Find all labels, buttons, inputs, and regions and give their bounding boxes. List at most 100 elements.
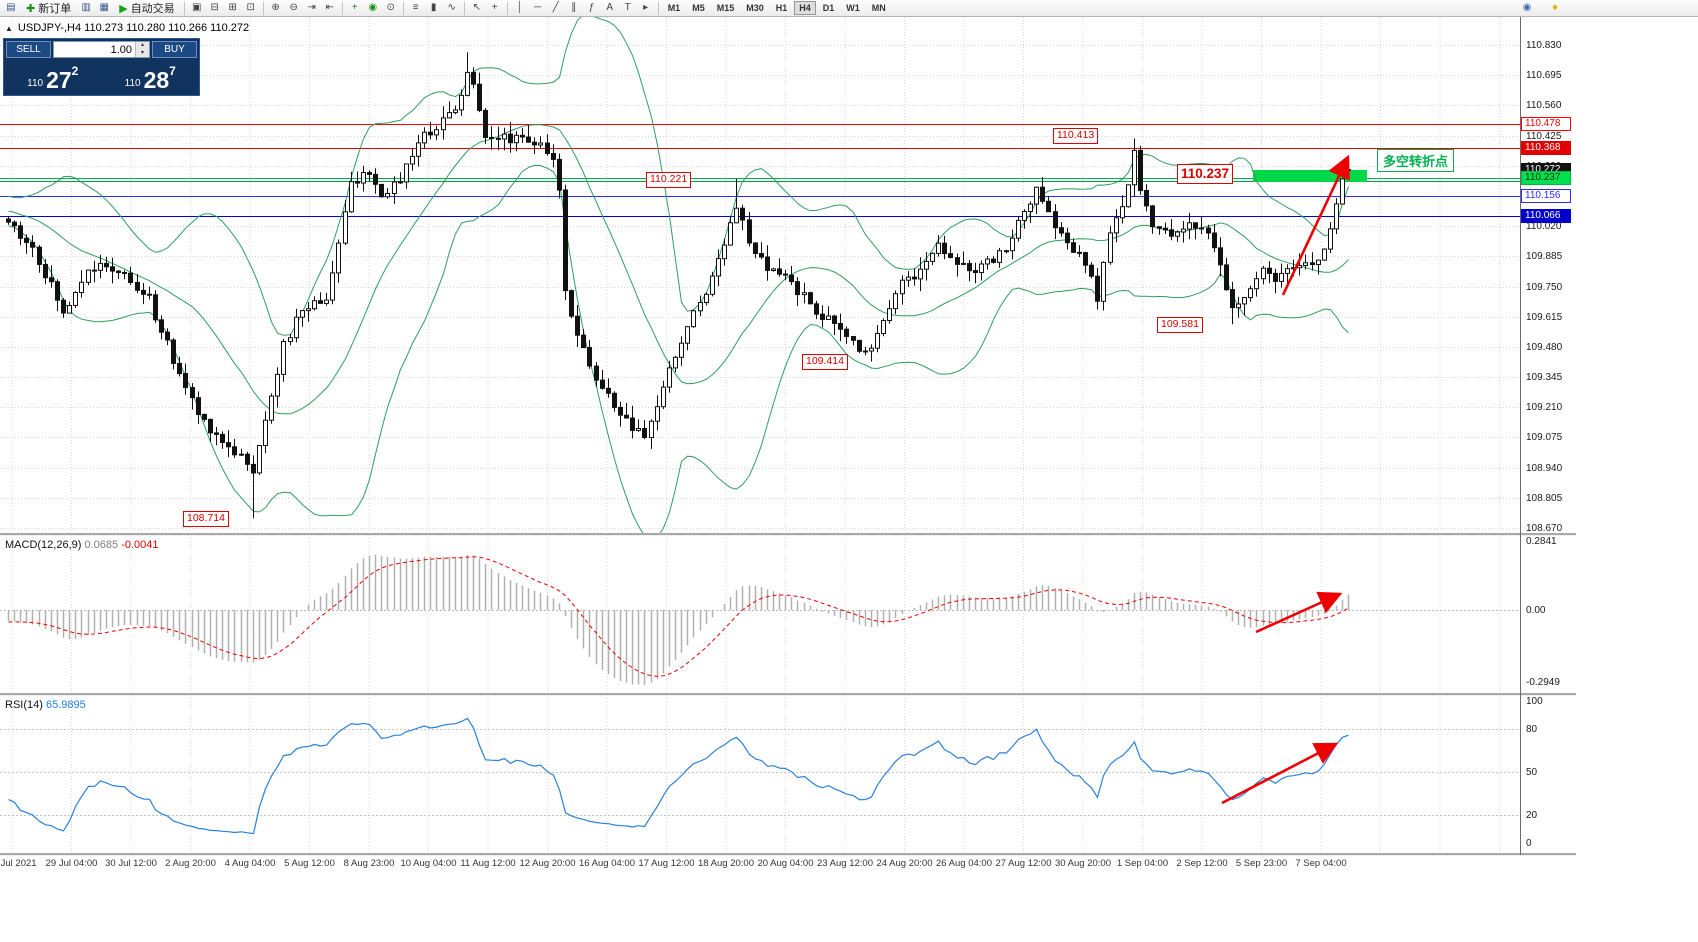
toolbar-separator xyxy=(341,1,343,15)
price-tick-label: 109.480 xyxy=(1526,341,1563,353)
buy-price[interactable]: 110 28 7 xyxy=(102,59,200,95)
time-axis-label: 5 Sep 23:00 xyxy=(1235,858,1288,869)
rsi-axis-label: 100 xyxy=(1526,696,1543,707)
autotrade-button[interactable]: ▶ 自动交易 xyxy=(113,1,180,16)
volume-down-button[interactable]: ▾ xyxy=(136,49,149,57)
charts-icon-button[interactable]: ▤ xyxy=(2,1,20,16)
new-order-icon-button[interactable]: + xyxy=(346,1,364,16)
time-axis-label: 12 Aug 20:00 xyxy=(519,858,576,869)
auto-scroll-icon: ⇥ xyxy=(307,2,316,13)
tile-horizontally-button[interactable]: ⊟ xyxy=(206,1,224,16)
new-order-icon: ✚ xyxy=(26,2,36,15)
timeframe-w1-button[interactable]: W1 xyxy=(841,1,865,15)
price-axis-tag: 110.237 xyxy=(1521,170,1571,185)
sell-price[interactable]: 110 27 2 xyxy=(4,59,102,95)
volume-up-button[interactable]: ▴ xyxy=(136,42,149,50)
price-tick-label: 108.670 xyxy=(1526,523,1563,534)
price-tick-label: 108.940 xyxy=(1526,462,1563,474)
text-button[interactable]: A xyxy=(601,1,619,16)
timeframe-m1-button[interactable]: M1 xyxy=(663,1,686,15)
price-annotation-label[interactable]: 109.581 xyxy=(1157,317,1203,333)
price-annotation-label[interactable]: 110.221 xyxy=(646,172,692,188)
arrows-button[interactable]: ▸ xyxy=(637,1,655,16)
one-click-collapse-icon[interactable]: ▲ xyxy=(5,23,13,33)
panel-splitter[interactable] xyxy=(0,853,1576,856)
price-tick-label: 110.695 xyxy=(1526,70,1562,82)
time-axis-label: 24 Aug 20:00 xyxy=(876,858,933,869)
navigator-icon-button[interactable]: ▥ xyxy=(77,1,95,16)
zoom-out-button[interactable]: ⊖ xyxy=(285,1,303,16)
text-label-icon: T xyxy=(624,2,631,13)
timeframe-h4-button[interactable]: H4 xyxy=(794,1,816,15)
line-chart-button[interactable]: ∿ xyxy=(443,1,461,16)
periods-icon: ⊙ xyxy=(386,2,395,13)
timeframe-m30-button[interactable]: M30 xyxy=(741,1,769,15)
panel-splitter[interactable] xyxy=(0,693,1576,696)
main-toolbar: ▤ ✚ 新订单 ▥ ▦ ▶ 自动交易 ▣ ⊟ ⊞ ⊡ ⊕ ⊖ ⇥ ⇤ + ◉ ⊙ ≡ ▮ ∿ ↖ + │ ─ ╱ ∥ ƒ A T ▸ M1 M5… xyxy=(0,0,1698,17)
volume-input[interactable] xyxy=(54,42,135,57)
candlestick-chart-button[interactable]: ▮ xyxy=(425,1,443,16)
rsi-indicator-panel[interactable] xyxy=(0,695,1520,853)
timeframe-mn-button[interactable]: MN xyxy=(867,1,891,15)
price-axis-tag: 110.156 xyxy=(1521,188,1571,203)
time-axis-label: 2 Sep 12:00 xyxy=(1176,858,1228,869)
indicators-button[interactable]: ◉ xyxy=(364,1,382,16)
timeframe-h1-button[interactable]: H1 xyxy=(771,1,793,15)
one-click-trading-panel: SELL ▴ ▾ BUY 110 27 2 110 28 7 xyxy=(3,38,200,96)
cursor-button[interactable]: ↖ xyxy=(468,1,486,16)
text-label-button[interactable]: T xyxy=(619,1,637,16)
market-watch-icon-button[interactable]: ▦ xyxy=(95,1,113,16)
zoom-out-icon: ⊖ xyxy=(289,2,298,13)
zoom-in-icon: ⊕ xyxy=(271,2,280,13)
buy-button[interactable]: BUY xyxy=(152,41,197,58)
tile-vertically-button[interactable]: ⊞ xyxy=(224,1,242,16)
crosshair-icon: + xyxy=(491,2,498,13)
price-annotation-label[interactable]: 109.414 xyxy=(802,354,848,370)
arrange-windows-button[interactable]: ⊡ xyxy=(242,1,260,16)
rsi-axis-label: 20 xyxy=(1526,809,1538,821)
price-annotation-label[interactable]: 110.237 xyxy=(1177,164,1234,184)
chart-shift-button[interactable]: ⇤ xyxy=(321,1,339,16)
timeframe-m5-button[interactable]: M5 xyxy=(687,1,710,15)
rsi-axis-label: 80 xyxy=(1526,724,1538,736)
horizontal-line-button[interactable]: ─ xyxy=(529,1,547,16)
price-tick-label: 109.615 xyxy=(1526,311,1563,323)
price-chart-panel[interactable] xyxy=(0,17,1520,533)
auto-scroll-button[interactable]: ⇥ xyxy=(303,1,321,16)
periods-button[interactable]: ⊙ xyxy=(382,1,400,16)
bar-chart-button[interactable]: ≡ xyxy=(407,1,425,16)
price-annotation-label[interactable]: 108.714 xyxy=(183,511,229,527)
candlestick-chart-icon: ▮ xyxy=(430,2,437,13)
toolbar-separator xyxy=(657,1,659,15)
time-axis-label: 4 Aug 04:00 xyxy=(224,858,276,869)
timeframe-d1-button[interactable]: D1 xyxy=(818,1,840,15)
autotrade-button-label: 自动交易 xyxy=(130,3,175,15)
community-icon-button[interactable]: ● xyxy=(1546,1,1564,16)
toolbar-separator xyxy=(506,1,508,15)
text-icon: A xyxy=(606,2,614,13)
buy-price-prefix: 110 xyxy=(124,78,141,89)
sell-button[interactable]: SELL xyxy=(6,41,51,58)
bar-chart-icon: ≡ xyxy=(412,2,419,13)
channel-button[interactable]: ∥ xyxy=(565,1,583,16)
time-axis-label: 8 Aug 23:00 xyxy=(343,858,395,869)
new-order-button[interactable]: ✚ 新订单 xyxy=(20,1,77,16)
price-annotation-label[interactable]: 110.413 xyxy=(1053,128,1099,144)
panel-splitter[interactable] xyxy=(0,533,1576,536)
cascade-windows-button[interactable]: ▣ xyxy=(188,1,206,16)
vertical-line-button[interactable]: │ xyxy=(511,1,529,16)
line-chart-icon: ∿ xyxy=(447,2,456,13)
time-axis-label: 23 Aug 12:00 xyxy=(817,858,873,869)
turning-point-note[interactable]: 多空转折点 xyxy=(1377,149,1455,172)
help-icon-button[interactable]: ◉ xyxy=(1518,1,1536,16)
crosshair-button[interactable]: + xyxy=(486,1,504,16)
time-axis-label: 30 Aug 20:00 xyxy=(1055,858,1111,869)
vertical-line-icon: │ xyxy=(516,2,523,13)
zoom-in-button[interactable]: ⊕ xyxy=(267,1,285,16)
rsi-axis-label: 50 xyxy=(1526,767,1538,778)
trendline-button[interactable]: ╱ xyxy=(547,1,565,16)
timeframe-m15-button[interactable]: M15 xyxy=(712,1,740,15)
fibonacci-button[interactable]: ƒ xyxy=(583,1,601,16)
macd-indicator-panel[interactable] xyxy=(0,535,1520,693)
time-axis-label: 27 Jul 2021 xyxy=(0,858,37,869)
